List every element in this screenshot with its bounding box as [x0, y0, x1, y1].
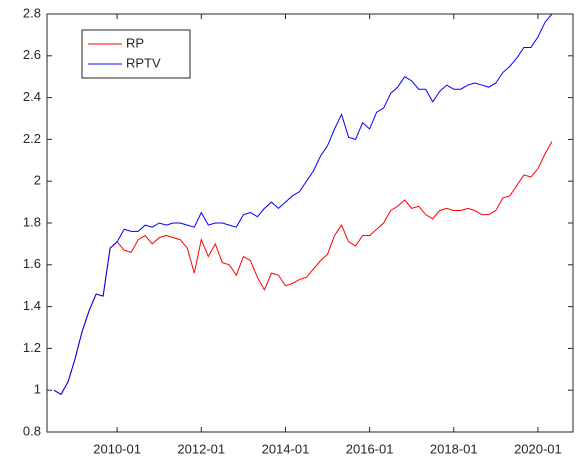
legend-box	[81, 29, 191, 79]
line	[53, 141, 553, 396]
line	[53, 13, 553, 396]
legend-label: RP	[126, 35, 144, 50]
x-tick-label: 2010-01	[93, 441, 141, 456]
x-tick-label: 2014-01	[262, 441, 310, 456]
x-tick-label: 2020-01	[514, 441, 562, 456]
y-tick-label: 0.8	[23, 423, 41, 438]
y-tick-label: 2.8	[23, 5, 41, 20]
legend-label: RPTV	[126, 55, 161, 70]
x-tick-label: 2012-01	[177, 441, 225, 456]
x-tick-label: 2018-01	[430, 441, 478, 456]
plot-area	[47, 14, 573, 432]
axes-box	[46, 13, 574, 433]
y-tick-label: 2.6	[23, 47, 41, 62]
y-tick-label: 1.6	[23, 256, 41, 271]
y-tick-label: 1.4	[23, 298, 41, 313]
y-tick-label: 2.4	[23, 89, 41, 104]
y-tick-label: 1.2	[23, 340, 41, 355]
y-tick-label: 1.8	[23, 214, 41, 229]
y-tick-label: 2	[34, 173, 41, 188]
x-tick-label: 2016-01	[346, 441, 394, 456]
y-tick-label: 2.2	[23, 131, 41, 146]
y-tick-label: 1	[34, 382, 41, 397]
